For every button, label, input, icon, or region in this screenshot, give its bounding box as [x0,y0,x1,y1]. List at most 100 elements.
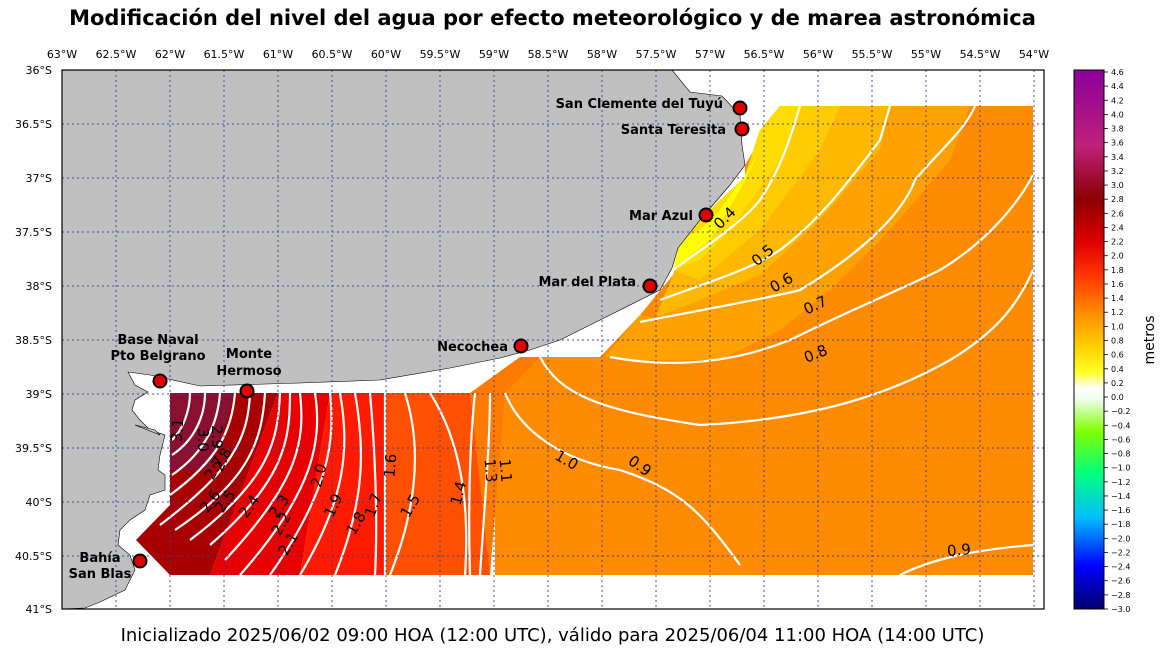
lat-tick: 39°S [26,388,52,401]
colorbar-tick-label: 1.2 [1111,308,1124,317]
lat-tick: 40°S [26,496,52,509]
city-marker-necochea[interactable] [513,338,529,354]
colorbar-tick-label: −0.6 [1111,435,1130,444]
lon-tick: 58.5°W [528,48,569,61]
lon-tick: 54°W [1019,48,1049,61]
map-title: Modificación del nivel del agua por efec… [69,6,1036,30]
map-plot-area: 0.4 0.5 0.6 0.7 0.8 0.9 1.0 0.9 1.1 1.3 … [62,70,1044,609]
lat-tick: 38°S [26,280,52,293]
city-labels: San Clemente del Tuyú Santa Teresita Mar… [69,97,726,582]
grid-lines [62,70,1044,609]
lon-tick: 60.5°W [312,48,353,61]
colorbar-tick-label: 0.6 [1111,351,1124,360]
colorbar-tick-label: −0.8 [1111,450,1130,459]
city-label-mar-azul: Mar Azul [629,209,693,224]
city-marker-santa-teresita[interactable] [734,121,750,137]
colorbar-tick-label: −1.4 [1111,492,1130,501]
lon-tick: 58°W [587,48,617,61]
lon-tick: 54.5°W [960,48,1001,61]
colorbar-tick-label: 3.2 [1111,167,1124,176]
colorbar-tick-label: 2.8 [1111,195,1124,204]
colorbar-tick-label: 0.2 [1111,379,1124,388]
city-label-mar-del-plata: Mar del Plata [539,275,637,290]
lat-tick: 37.5°S [15,226,52,239]
colorbar-tick-label: 2.4 [1111,223,1124,232]
lon-tick: 63°W [47,48,77,61]
city-label-bahia: Bahía [79,551,120,566]
colorbar-ticks: 4.6 4.4 4.2 4.0 3.8 3.6 3.4 3.2 3.0 2.8 2.6 2.4 2.2 2… [1104,68,1130,614]
city-marker-mar-del-plata[interactable] [642,278,658,294]
lat-tick: 40.5°S [15,550,52,563]
lon-tick: 62.5°W [96,48,137,61]
latitude-ticks: 36°S 36.5°S 37°S 37.5°S 38°S 38.5°S 39°S… [15,64,52,616]
colorbar-tick-label: −1.2 [1111,478,1130,487]
lon-tick: 55°W [911,48,941,61]
city-label-bahia-2: San Blas [69,567,132,582]
colorbar-tick-label: 1.8 [1111,266,1124,275]
colorbar-tick-label: 4.2 [1111,96,1124,105]
lon-tick: 62°W [155,48,185,61]
colorbar-tick-label: 0.4 [1111,365,1124,374]
colorbar-tick-label: −1.6 [1111,506,1130,515]
lat-tick: 36°S [26,64,52,77]
city-label-monte-hermoso-2: Hermoso [216,364,281,379]
lat-tick: 39.5°S [15,442,52,455]
colorbar-label: metros [1142,315,1158,364]
city-label-san-clemente: San Clemente del Tuyú [556,97,723,112]
lat-tick: 38.5°S [15,334,52,347]
colorbar-tick-label: 4.0 [1111,110,1124,119]
colorbar-tick-label: −1.8 [1111,520,1130,529]
contour-label: 1.6 [380,453,400,478]
colorbar-tick-label: 0.0 [1111,393,1124,402]
contour-label: 2.0 [307,462,331,490]
colorbar-tick-label: 2.6 [1111,209,1124,218]
city-marker-monte-hermoso[interactable] [239,383,255,399]
colorbar-tick-label: 4.4 [1111,82,1124,91]
colorbar-tick-label: −2.0 [1111,534,1130,543]
city-marker-san-clemente[interactable] [732,100,748,116]
lon-tick: 59.5°W [420,48,461,61]
city-label-base-naval-2: Pto Belgrano [110,349,205,364]
city-label-necochea: Necochea [437,340,508,355]
city-label-santa-teresita: Santa Teresita [621,123,726,138]
lon-tick: 55.5°W [852,48,893,61]
colorbar-tick-label: −0.2 [1111,407,1130,416]
colorbar-tick-label: −2.2 [1111,548,1130,557]
colorbar-tick-label: −2.6 [1111,577,1130,586]
city-marker-base-naval[interactable] [152,373,168,389]
contour-label: 3.0 [194,428,212,452]
colorbar-tick-label: 4.6 [1111,68,1124,77]
colorbar-tick-label: 3.8 [1111,125,1124,134]
colorbar-tick-label: 1.6 [1111,280,1124,289]
contour-label: 1.4 [447,479,471,507]
colorbar-tick-label: −2.4 [1111,563,1130,572]
lat-tick: 37°S [26,172,52,185]
lon-tick: 57.5°W [636,48,677,61]
contour-label: 0.9 [946,540,971,560]
colorbar: 4.6 4.4 4.2 4.0 3.8 3.6 3.4 3.2 3.0 2.8 2.6 2.4 2.2 2… [1073,68,1158,614]
contour-label: 1.1 [496,458,516,483]
city-marker-bahia-san-blas[interactable] [132,553,148,569]
city-markers [132,100,750,569]
colorbar-tick-label: 2.2 [1111,238,1124,247]
lon-tick: 57°W [695,48,725,61]
longitude-ticks: 63°W 62.5°W 62°W 61.5°W 61°W 60.5°W 60°W… [47,48,1049,61]
plot-frame [61,69,1045,610]
contour-label: 3.1 [167,417,187,442]
colorbar-tick-label: −1.0 [1111,464,1130,473]
lat-tick: 41°S [26,603,52,616]
colorbar-tick-label: 3.0 [1111,181,1124,190]
lon-tick: 61.5°W [204,48,245,61]
colorbar-gradient [1073,69,1105,610]
city-label-monte-hermoso: Monte [226,347,272,362]
colorbar-tick-label: 0.8 [1111,337,1124,346]
colorbar-tick-label: 3.6 [1111,139,1124,148]
city-label-base-naval: Base Naval [117,333,198,348]
colorbar-tick-label: −0.4 [1111,421,1130,430]
lon-tick: 56°W [803,48,833,61]
colorbar-tick-label: 2.0 [1111,252,1124,261]
colorbar-tick-label: 1.4 [1111,294,1124,303]
lon-tick: 61°W [263,48,293,61]
city-marker-mar-azul[interactable] [698,207,714,223]
